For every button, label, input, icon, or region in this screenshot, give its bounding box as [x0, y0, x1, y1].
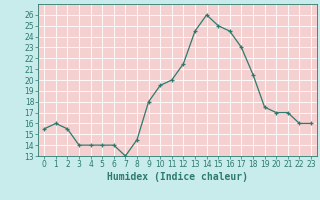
X-axis label: Humidex (Indice chaleur): Humidex (Indice chaleur) — [107, 172, 248, 182]
